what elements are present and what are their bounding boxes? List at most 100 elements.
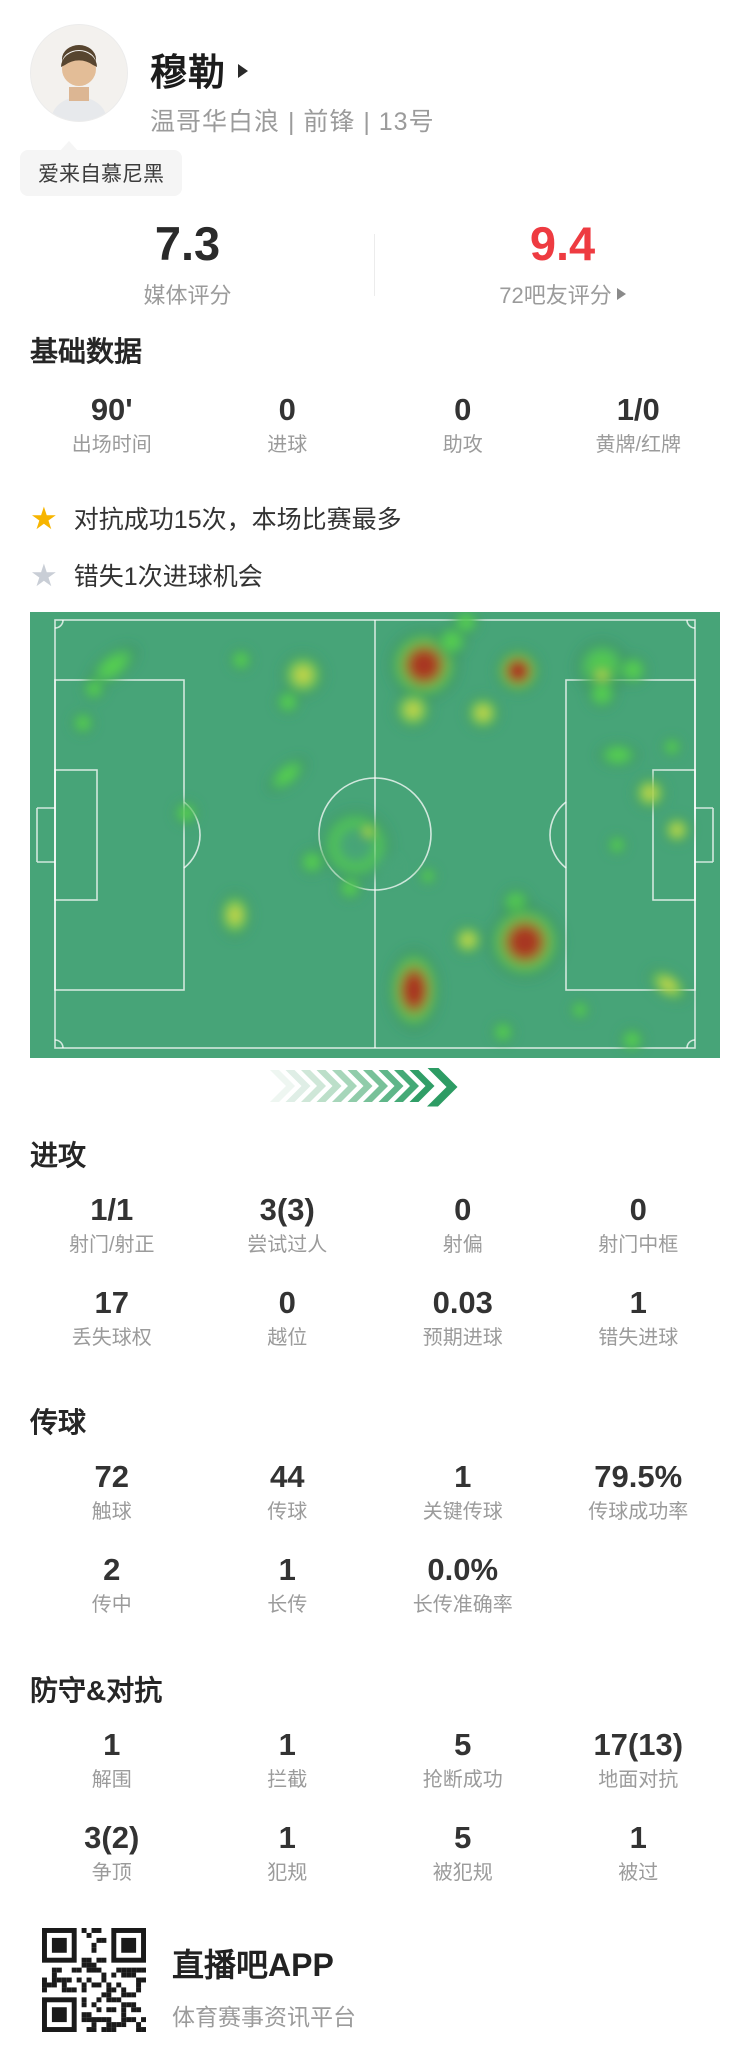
stat-label: 被犯规 — [432, 1862, 493, 1884]
fans-rating-value: 9.4 — [529, 217, 596, 270]
stat-value: 1 — [629, 1285, 647, 1320]
player-avatar[interactable] — [30, 24, 128, 122]
stat-value: 3(3) — [259, 1192, 315, 1227]
stat-label: 争顶 — [91, 1862, 132, 1884]
stat-cell: 3(3) 尝试过人 — [200, 1192, 376, 1257]
stats-grid-passing: 72 触球 44 传球 1 关键传球 79.5% 传球成功率 2 传中 1 长传 0.0% 长传准确率 — [0, 1459, 750, 1617]
stat-label: 触球 — [91, 1501, 132, 1523]
stat-cell: 1/1 射门/射正 — [24, 1192, 200, 1257]
stat-cell: 44 传球 — [200, 1459, 376, 1524]
stat-value: 5 — [454, 1820, 472, 1855]
chevron-icon — [427, 1068, 458, 1107]
player-name-row[interactable]: 穆勒 — [150, 42, 248, 96]
stat-cell: 0.0% 长传准确率 — [375, 1552, 551, 1617]
vertical-divider — [374, 234, 375, 296]
stat-value: 0.03 — [432, 1285, 493, 1320]
player-tag-bubble: 爱来自慕尼黑 — [20, 141, 182, 196]
avatar-placeholder-image — [31, 25, 127, 121]
stat-value: 72 — [94, 1459, 129, 1494]
app-description: 体育赛事资讯平台 — [172, 2004, 356, 2030]
stat-value: 90' — [90, 392, 133, 427]
stat-cell: 3(2) 争顶 — [24, 1820, 200, 1885]
chevron-icon — [301, 1070, 326, 1102]
chevron-icon — [363, 1070, 388, 1102]
stat-cell: 1 犯规 — [200, 1820, 376, 1885]
fans-rating[interactable]: 9.4 72吧友评分 — [375, 218, 750, 310]
stat-value: 1 — [454, 1459, 472, 1494]
stat-cell: 17(13) 地面对抗 — [551, 1727, 727, 1792]
stat-value: 0 — [454, 392, 472, 427]
stat-value: 1/0 — [616, 392, 660, 427]
stat-label: 地面对抗 — [598, 1769, 679, 1791]
section-title-defense: 防守&对抗 — [30, 1675, 163, 1706]
chevron-icon — [285, 1070, 311, 1102]
stat-cell: 1 被过 — [551, 1820, 727, 1885]
stat-cell: 0 越位 — [200, 1285, 376, 1350]
stat-cell: 17 丢失球权 — [24, 1285, 200, 1350]
stat-value: 1 — [278, 1820, 296, 1855]
chevron-icon — [270, 1070, 295, 1102]
stat-cell: 0 射门中框 — [551, 1192, 727, 1257]
stat-label: 尝试过人 — [247, 1234, 328, 1256]
stat-cell: 1 解围 — [24, 1727, 200, 1792]
qr-code — [42, 1928, 146, 2032]
stat-cell: 5 抢断成功 — [375, 1727, 551, 1792]
stat-cell: 1/0 黄牌/红牌 — [551, 392, 727, 457]
stat-label: 长传 — [267, 1594, 308, 1616]
stat-value: 0 — [629, 1192, 647, 1227]
stat-label: 预期进球 — [422, 1327, 503, 1349]
stat-cell: 72 触球 — [24, 1459, 200, 1524]
stat-label: 进球 — [267, 434, 308, 456]
stat-cell: 1 关键传球 — [375, 1459, 551, 1524]
stats-grid-attack: 1/1 射门/射正 3(3) 尝试过人 0 射偏 0 射门中框 17 丢失球权 0 越位 0.03 预期进… — [0, 1192, 750, 1350]
fans-rating-label[interactable]: 72吧友评分 — [375, 278, 750, 310]
stat-cell: 0 助攻 — [375, 392, 551, 457]
chevron-icon — [332, 1070, 357, 1102]
stat-value: 1 — [278, 1552, 296, 1587]
stat-label: 解围 — [91, 1769, 132, 1791]
stat-label: 被过 — [618, 1862, 659, 1884]
stat-cell: 90' 出场时间 — [24, 392, 200, 457]
stats-grid-basic: 90' 出场时间 0 进球 0 助攻 1/0 黄牌/红牌 — [0, 392, 750, 457]
stat-value: 0 — [278, 392, 296, 427]
stat-label: 助攻 — [442, 434, 483, 456]
media-rating: 7.3 媒体评分 — [0, 218, 375, 310]
media-rating-value: 7.3 — [154, 217, 221, 270]
stat-value: 5 — [454, 1727, 472, 1762]
highlight-text: 错失1次进球机会 — [73, 563, 263, 591]
stat-value: 17(13) — [593, 1727, 684, 1762]
chevron-icon — [394, 1070, 419, 1102]
highlights-list: ★ 对抗成功15次，本场比赛最多 ★ 错失1次进球机会 — [30, 498, 720, 612]
stat-label: 传球 — [267, 1501, 308, 1523]
stat-label: 丢失球权 — [71, 1327, 152, 1349]
player-subtitle: 温哥华白浪 | 前锋 | 13号 — [150, 108, 435, 136]
section-title-attack: 进攻 — [30, 1140, 87, 1171]
stat-cell: 5 被犯规 — [375, 1820, 551, 1885]
highlight-row: ★ 错失1次进球机会 — [30, 555, 720, 595]
stat-value: 1 — [629, 1820, 647, 1855]
chevron-right-icon — [616, 288, 626, 300]
stat-label: 犯规 — [267, 1862, 308, 1884]
stat-cell: 1 拦截 — [200, 1727, 376, 1792]
stat-label: 射偏 — [442, 1234, 483, 1256]
stat-label: 关键传球 — [422, 1501, 503, 1523]
stat-label: 长传准确率 — [412, 1594, 513, 1616]
stat-label: 黄牌/红牌 — [595, 434, 682, 456]
stat-label: 射门/射正 — [68, 1234, 155, 1256]
stat-cell: 1 错失进球 — [551, 1285, 727, 1350]
chevron-arrows-decoration — [0, 1068, 750, 1108]
stat-value: 1 — [103, 1727, 121, 1762]
stat-cell: 0 进球 — [200, 392, 376, 457]
highlight-text: 对抗成功15次，本场比赛最多 — [73, 506, 402, 534]
stat-cell: 79.5% 传球成功率 — [551, 1459, 727, 1524]
stat-label: 出场时间 — [71, 434, 152, 456]
ratings-row: 7.3 媒体评分 9.4 72吧友评分 — [0, 218, 750, 310]
stat-label: 传球成功率 — [588, 1501, 689, 1523]
star-icon: ★ — [30, 500, 58, 536]
stat-cell: 1 长传 — [200, 1552, 376, 1617]
stat-value: 0 — [454, 1192, 472, 1227]
stat-value: 1/1 — [90, 1192, 134, 1227]
media-rating-label: 媒体评分 — [143, 283, 232, 308]
highlight-row: ★ 对抗成功15次，本场比赛最多 — [30, 498, 720, 538]
